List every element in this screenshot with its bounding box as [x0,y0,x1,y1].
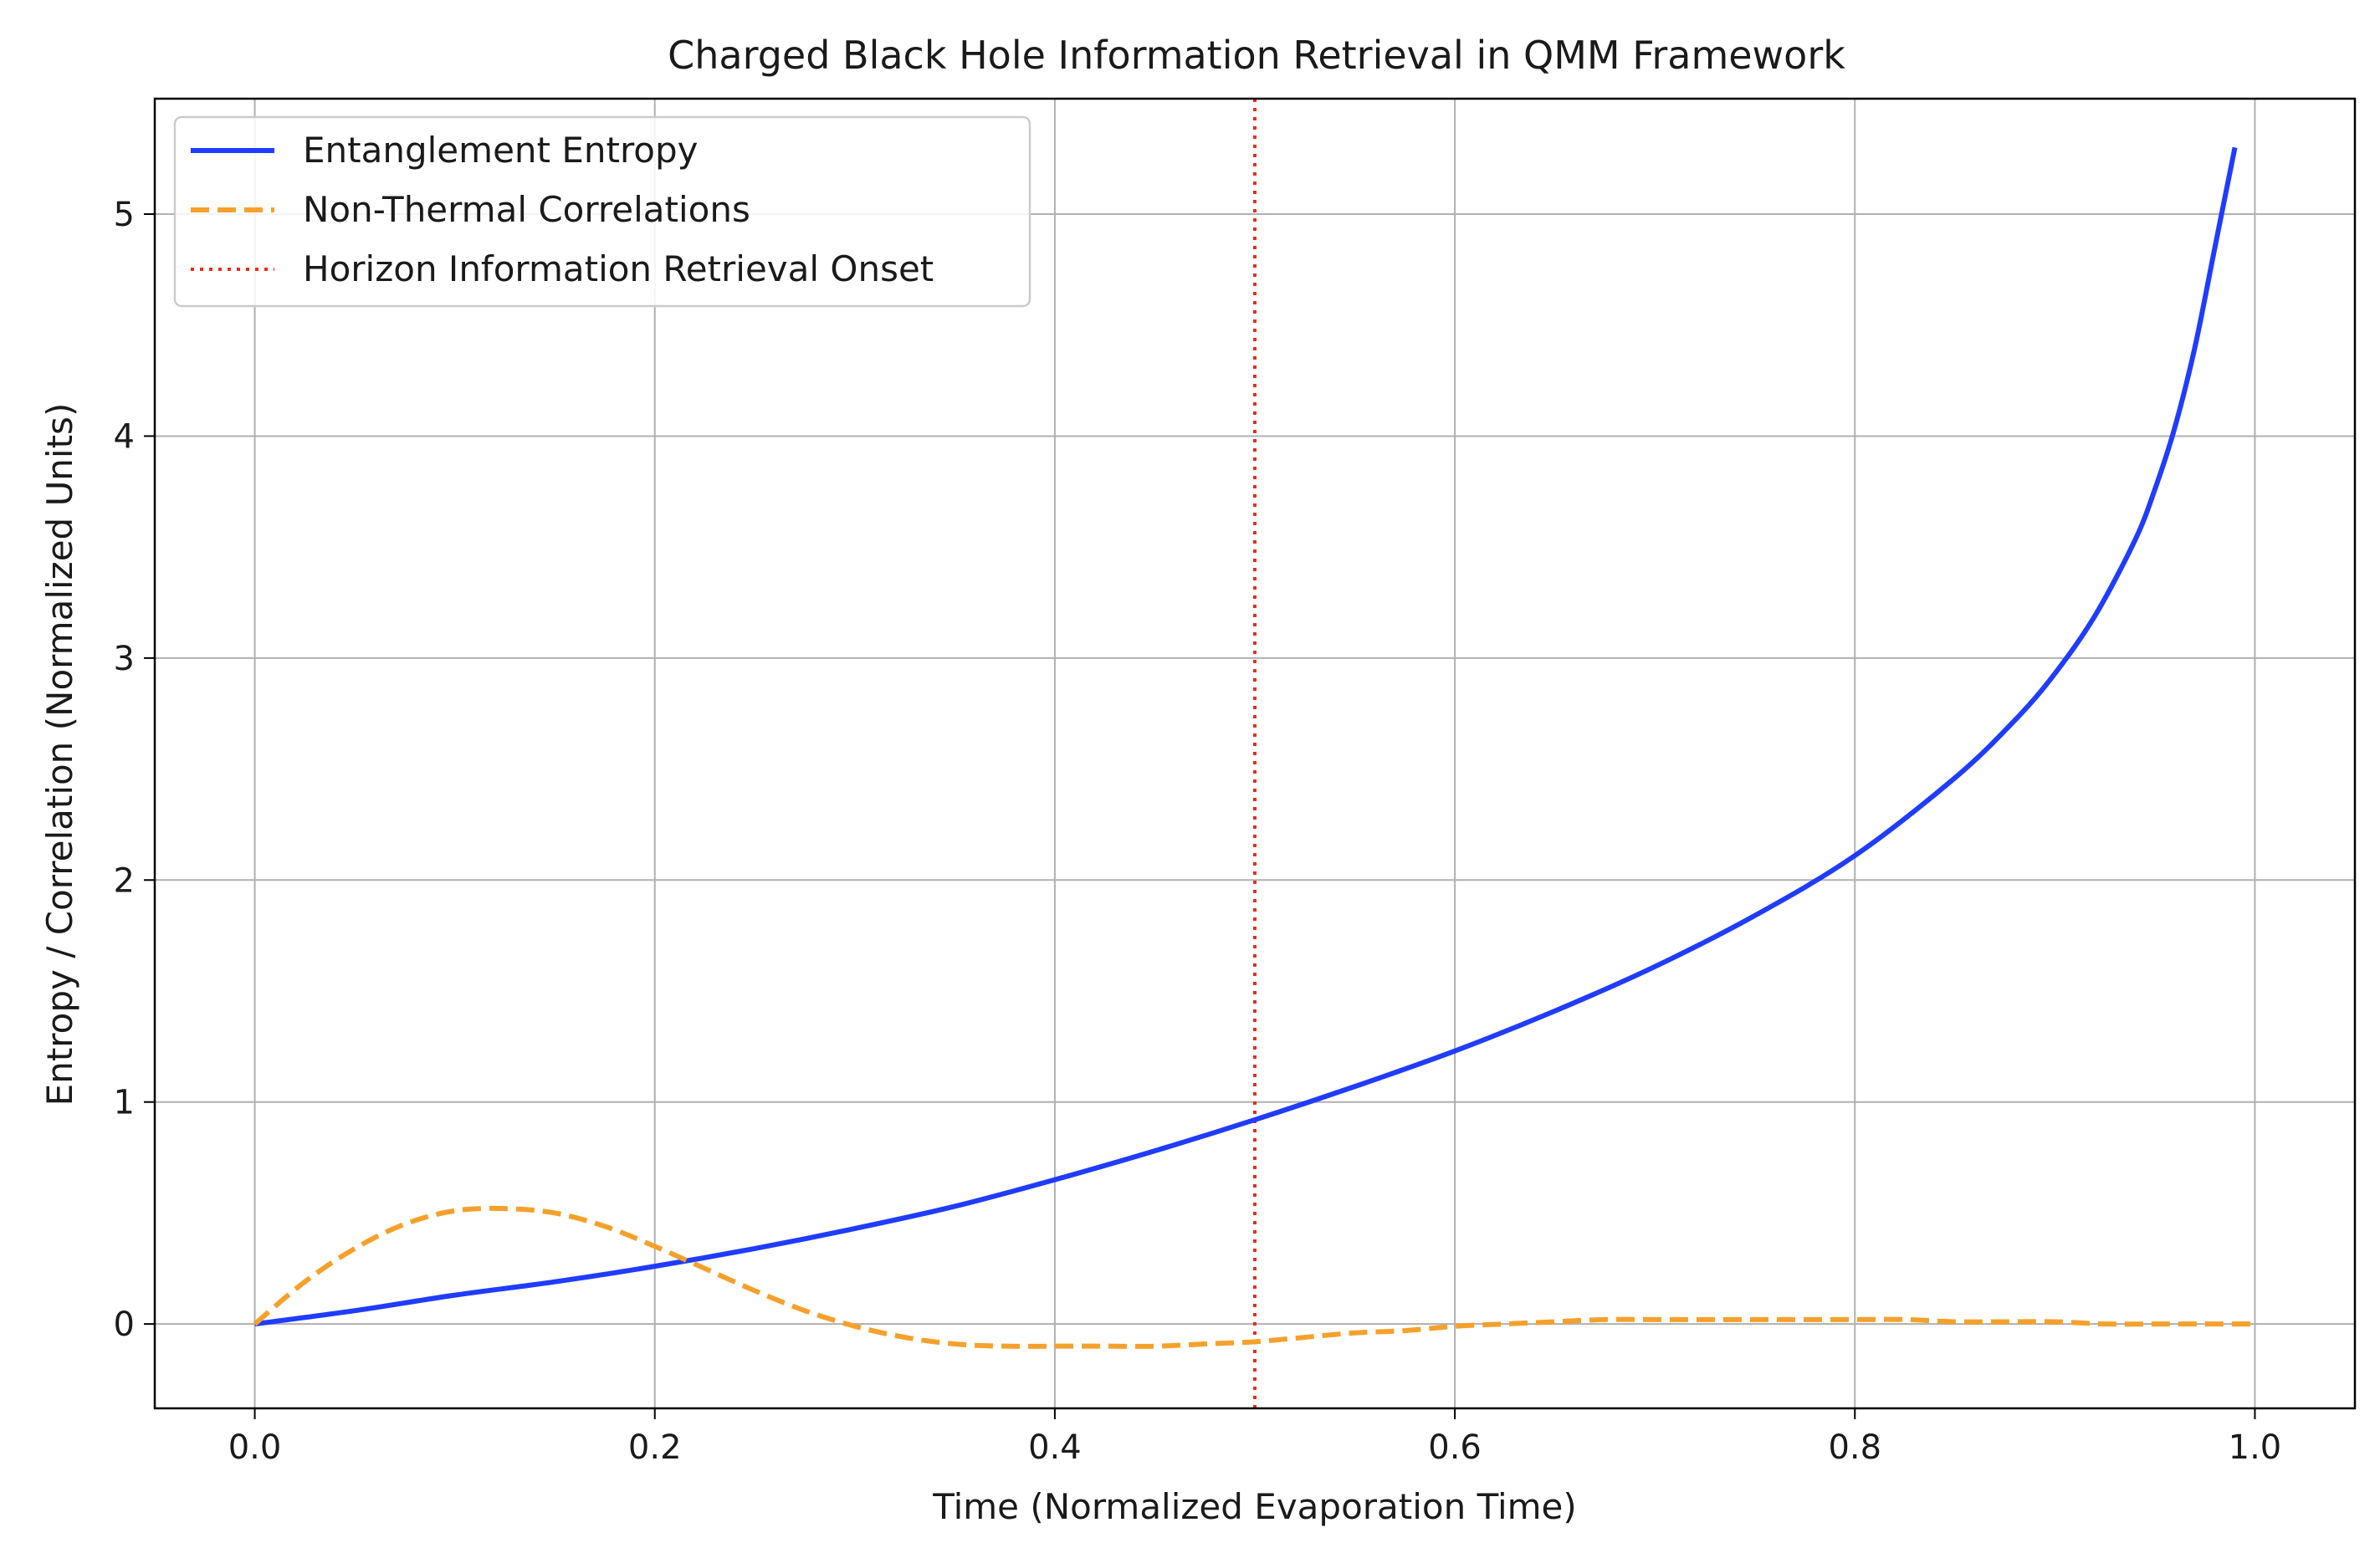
y-axis-label: Entropy / Correlation (Normalized Units) [39,403,80,1106]
x-axis-label: Time (Normalized Evaporation Time) [932,1486,1577,1527]
legend: Entanglement Entropy Non-Thermal Correla… [173,115,1031,308]
x-tick-label: 1.0 [2229,1428,2282,1467]
data-series [253,146,2255,1349]
legend-label-entanglement-entropy: Entanglement Entropy [303,130,699,171]
y-tick-label: 5 [114,196,135,234]
y-tick-label: 3 [114,640,135,678]
y-tick-label: 4 [114,417,135,456]
x-tick-label: 0.8 [1828,1428,1881,1467]
y-tick-label: 1 [114,1084,135,1122]
x-tick-label: 0.2 [628,1428,682,1467]
legend-box [173,115,1031,308]
y-axis-ticks: 0 1 2 3 4 5 [114,196,155,1344]
legend-label-horizon-onset: Horizon Information Retrieval Onset [303,248,934,289]
x-tick-label: 0.0 [228,1428,282,1467]
x-tick-label: 0.6 [1428,1428,1482,1467]
grid-lines [155,99,2355,1408]
chart-title: Charged Black Hole Information Retrieval… [668,33,1845,78]
y-tick-label: 2 [114,861,135,900]
y-tick-label: 0 [114,1305,135,1344]
x-tick-label: 0.4 [1028,1428,1082,1467]
x-axis-ticks: 0.0 0.2 0.4 0.6 0.8 1.0 [228,1408,2282,1467]
plot-area-frame [153,97,2357,1410]
legend-label-non-thermal-correlations: Non-Thermal Correlations [303,189,750,230]
series-line-entanglement-entropy [254,146,2238,1327]
series-line-non-thermal-correlations [253,1205,2255,1349]
